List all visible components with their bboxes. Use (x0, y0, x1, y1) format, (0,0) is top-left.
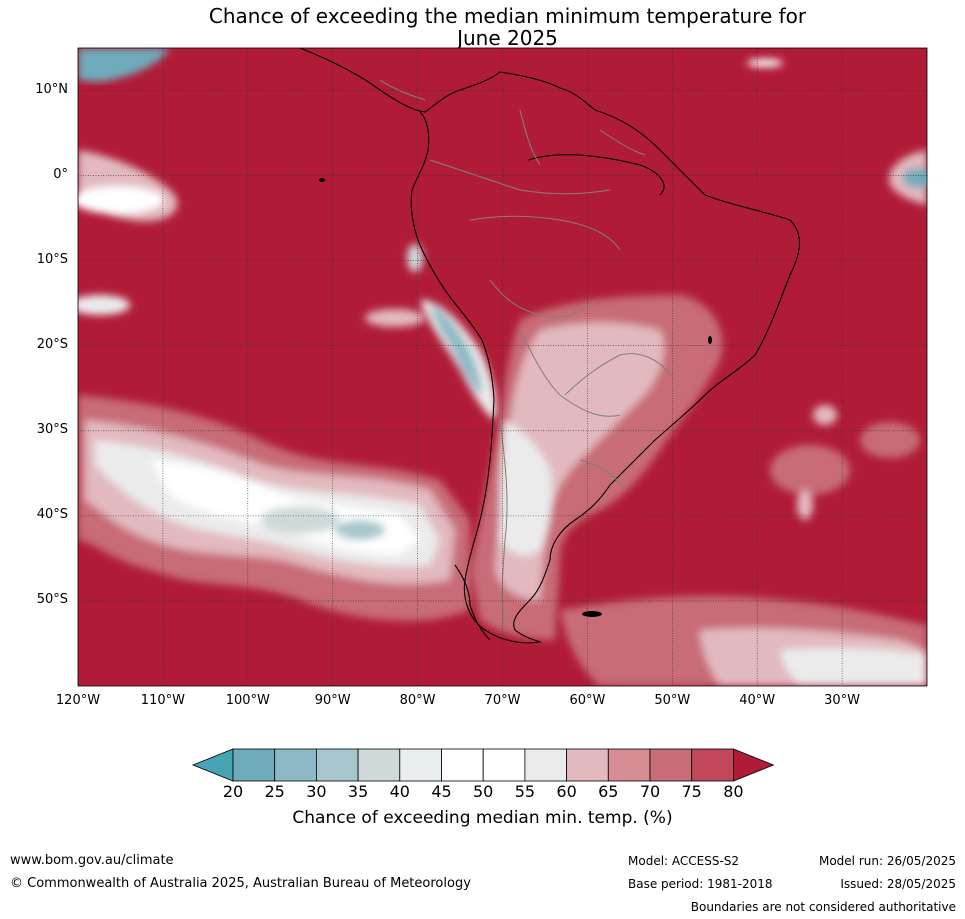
colorbar-swatch (274, 748, 317, 782)
colorbar-label: Chance of exceeding median min. temp. (%… (292, 808, 673, 828)
longitude-label: 90°W (314, 693, 351, 708)
colorbar-swatch (441, 748, 484, 782)
colorbar-swatch (357, 748, 401, 782)
colorbar-swatch (566, 748, 609, 782)
coastline (299, 48, 801, 644)
longitude-label: 100°W (225, 693, 270, 708)
colorbar-tick-label: 60 (556, 782, 577, 801)
longitude-label: 80°W (399, 693, 436, 708)
south-america-interior-anomaly (470, 295, 723, 640)
colorbar-tick-label: 30 (306, 782, 327, 801)
equatorial-pacific-anomaly (78, 150, 425, 327)
colorbar-arrow-high (733, 748, 775, 782)
equatorial-atlantic-anomaly (747, 59, 927, 205)
latitude-label: 0° (53, 166, 68, 182)
country-borders (379, 79, 671, 631)
colorbar-arrow-low (191, 748, 234, 782)
latitude-label: 10°S (36, 251, 68, 267)
longitude-label: 120°W (55, 693, 101, 708)
south-pacific-anomaly-region (78, 395, 470, 621)
footer-model-run: Model run: 26/05/2025 (818, 854, 956, 868)
longitude-label: 50°W (654, 693, 691, 708)
northwest-cool-anomaly (78, 48, 170, 82)
latitude-label: 10°N (35, 81, 68, 97)
colorbar-tick-label: 45 (431, 782, 452, 801)
south-atlantic-anomaly (770, 405, 920, 520)
colorbar-tick-label: 75 (681, 782, 702, 801)
longitude-label: 70°W (484, 693, 521, 708)
footer-website: www.bom.gov.au/climate (10, 853, 174, 868)
colorbar-swatch (649, 748, 693, 782)
colorbar-tick-label: 50 (473, 782, 494, 801)
footer-issued: Issued: 28/05/2025 (840, 877, 956, 891)
colorbar-tick-label: 25 (264, 782, 285, 801)
footer-model: Model: ACCESS-S2 (628, 854, 740, 868)
map-title-line1: Chance of exceeding the median minimum t… (208, 4, 807, 28)
latitude-label: 30°S (36, 421, 68, 437)
graticule (78, 48, 927, 686)
colorbar-tick-label: 20 (222, 782, 244, 801)
latitude-label: 50°S (36, 591, 68, 607)
map-title-line2: June 2025 (457, 26, 558, 50)
longitude-label: 30°W (824, 693, 861, 708)
colorbar-tick-label: 70 (639, 782, 661, 801)
colorbar-swatch (482, 748, 526, 782)
longitude-label: 60°W (569, 693, 606, 708)
colorbar-tick-label: 80 (723, 782, 744, 801)
colorbar-tick-label: 65 (598, 782, 619, 801)
colorbar-swatch (232, 748, 276, 782)
footer-copyright: © Commonwealth of Australia 2025, Austra… (10, 876, 471, 891)
southern-ocean-anomaly (560, 595, 927, 686)
colorbar-swatch (691, 748, 734, 782)
colorbar-swatch (607, 748, 651, 782)
andes-cool-streak (420, 300, 497, 420)
footer-base-period: Base period: 1981-2018 (628, 877, 773, 891)
map-frame (77, 47, 928, 687)
colorbar-swatch (315, 748, 359, 782)
islands (319, 178, 712, 617)
colorbar-swatch (524, 748, 568, 782)
longitude-label: 40°W (739, 693, 776, 708)
latitude-label: 40°S (36, 506, 68, 522)
colorbar-tick-label: 35 (347, 782, 369, 801)
longitude-label: 110°W (140, 693, 185, 708)
colorbar-boxes (191, 748, 775, 782)
colorbar-tick-label: 40 (389, 782, 410, 801)
latitude-label: 20°S (36, 336, 68, 352)
colorbar-tick-label: 55 (514, 782, 536, 801)
colorbar-swatch (399, 748, 442, 782)
footer-disclaimer: Boundaries are not considered authoritat… (690, 900, 956, 914)
